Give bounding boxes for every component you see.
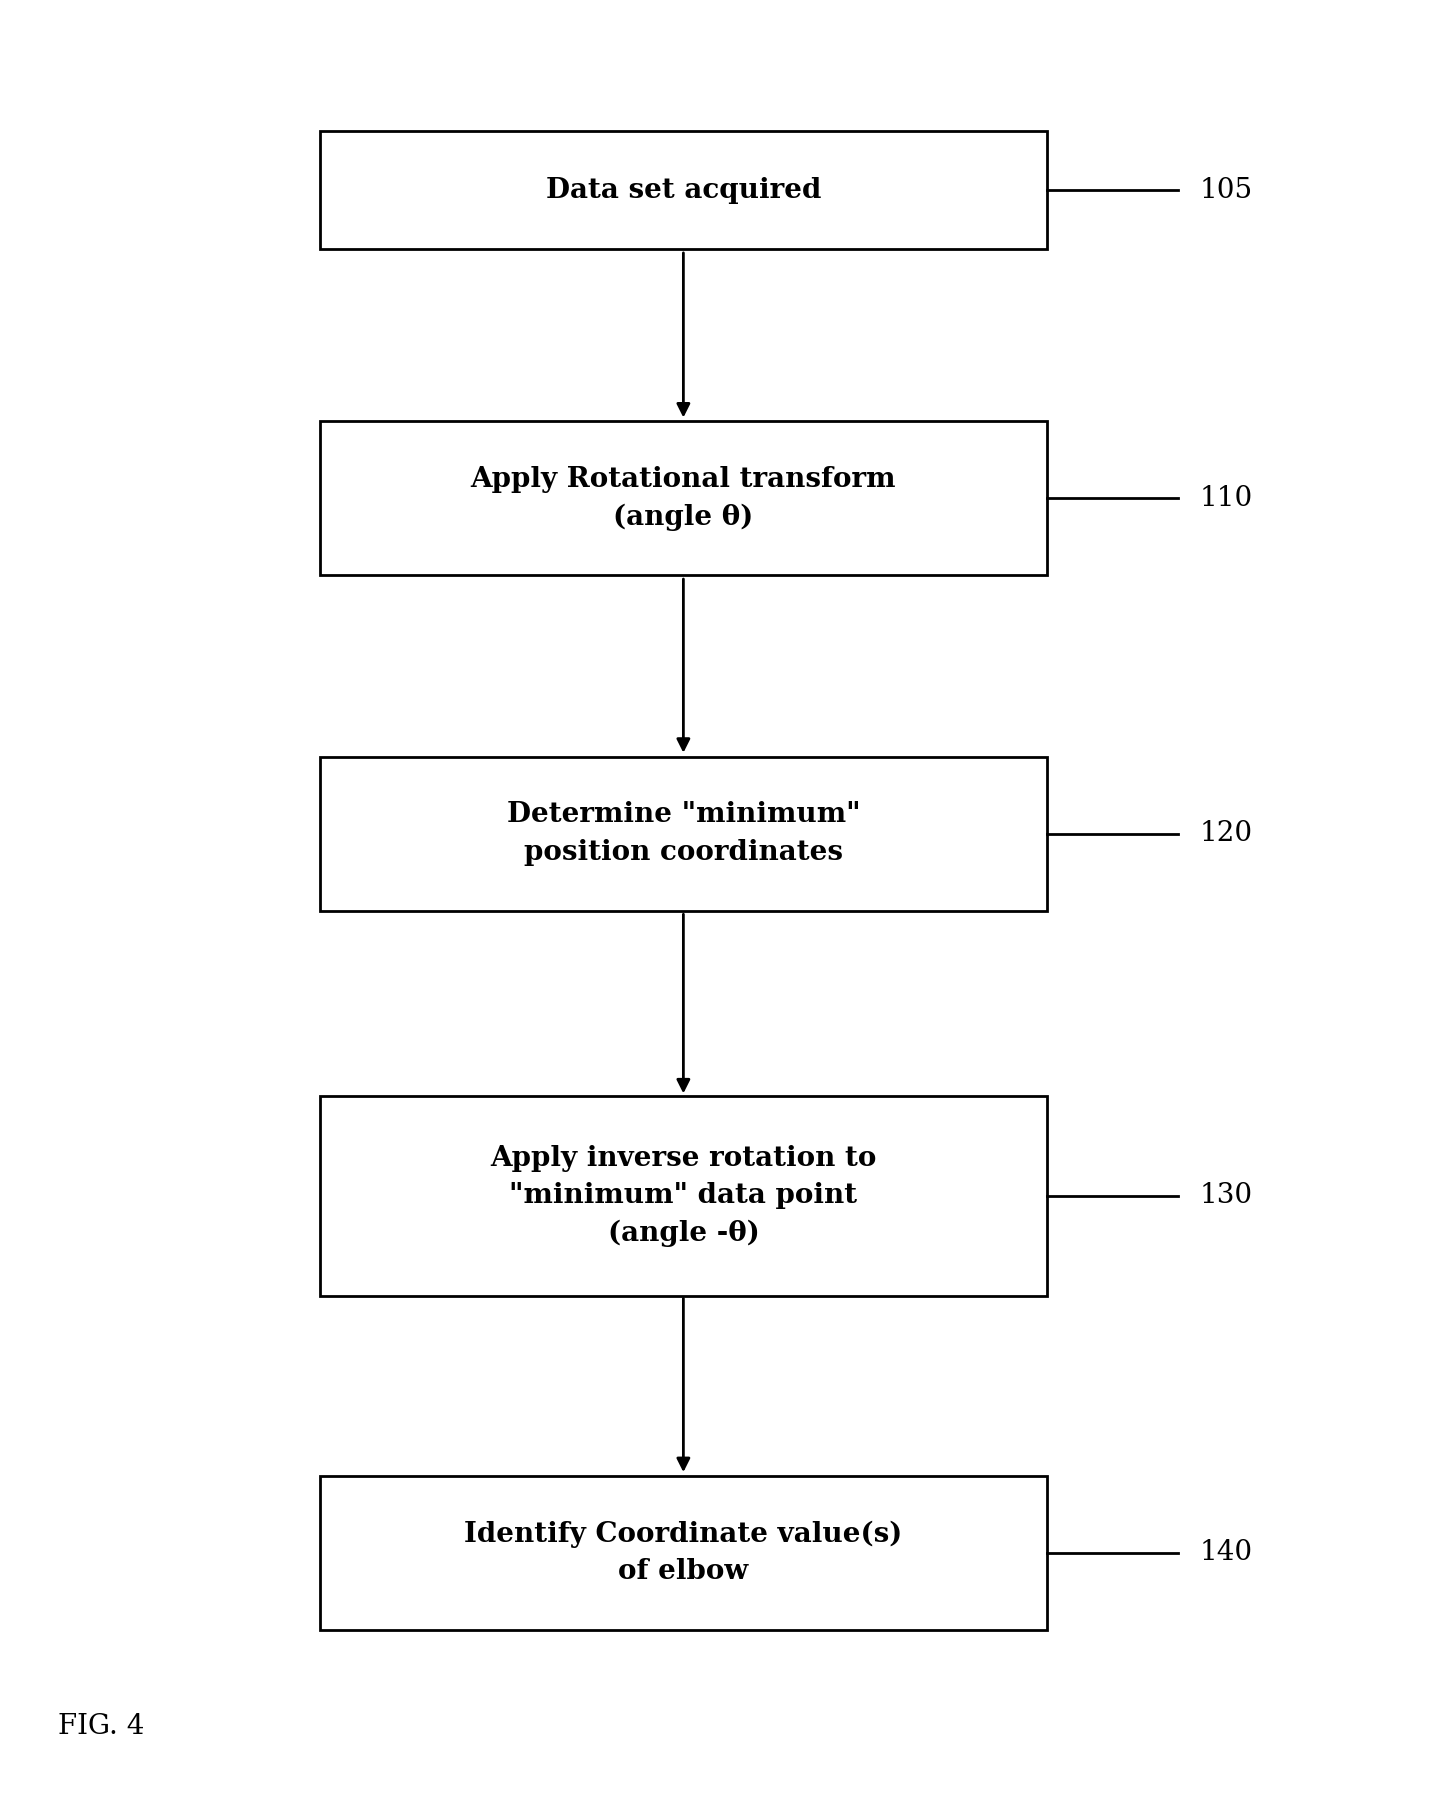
Text: Determine "minimum"
position coordinates: Determine "minimum" position coordinates xyxy=(506,801,861,866)
Text: 120: 120 xyxy=(1200,821,1253,846)
Text: Data set acquired: Data set acquired xyxy=(545,178,822,203)
FancyBboxPatch shape xyxy=(320,420,1047,576)
Text: 110: 110 xyxy=(1200,486,1253,511)
FancyBboxPatch shape xyxy=(320,1475,1047,1631)
Text: 105: 105 xyxy=(1200,178,1253,203)
FancyBboxPatch shape xyxy=(320,1096,1047,1296)
FancyBboxPatch shape xyxy=(320,757,1047,910)
Text: Identify Coordinate value(s)
of elbow: Identify Coordinate value(s) of elbow xyxy=(464,1520,903,1586)
Text: Apply inverse rotation to
"minimum" data point
(angle -θ): Apply inverse rotation to "minimum" data… xyxy=(490,1145,877,1247)
Text: 130: 130 xyxy=(1200,1183,1253,1209)
Text: Apply Rotational transform
(angle θ): Apply Rotational transform (angle θ) xyxy=(471,466,896,531)
Text: FIG. 4: FIG. 4 xyxy=(58,1712,144,1740)
FancyBboxPatch shape xyxy=(320,132,1047,248)
Text: 140: 140 xyxy=(1200,1540,1253,1566)
